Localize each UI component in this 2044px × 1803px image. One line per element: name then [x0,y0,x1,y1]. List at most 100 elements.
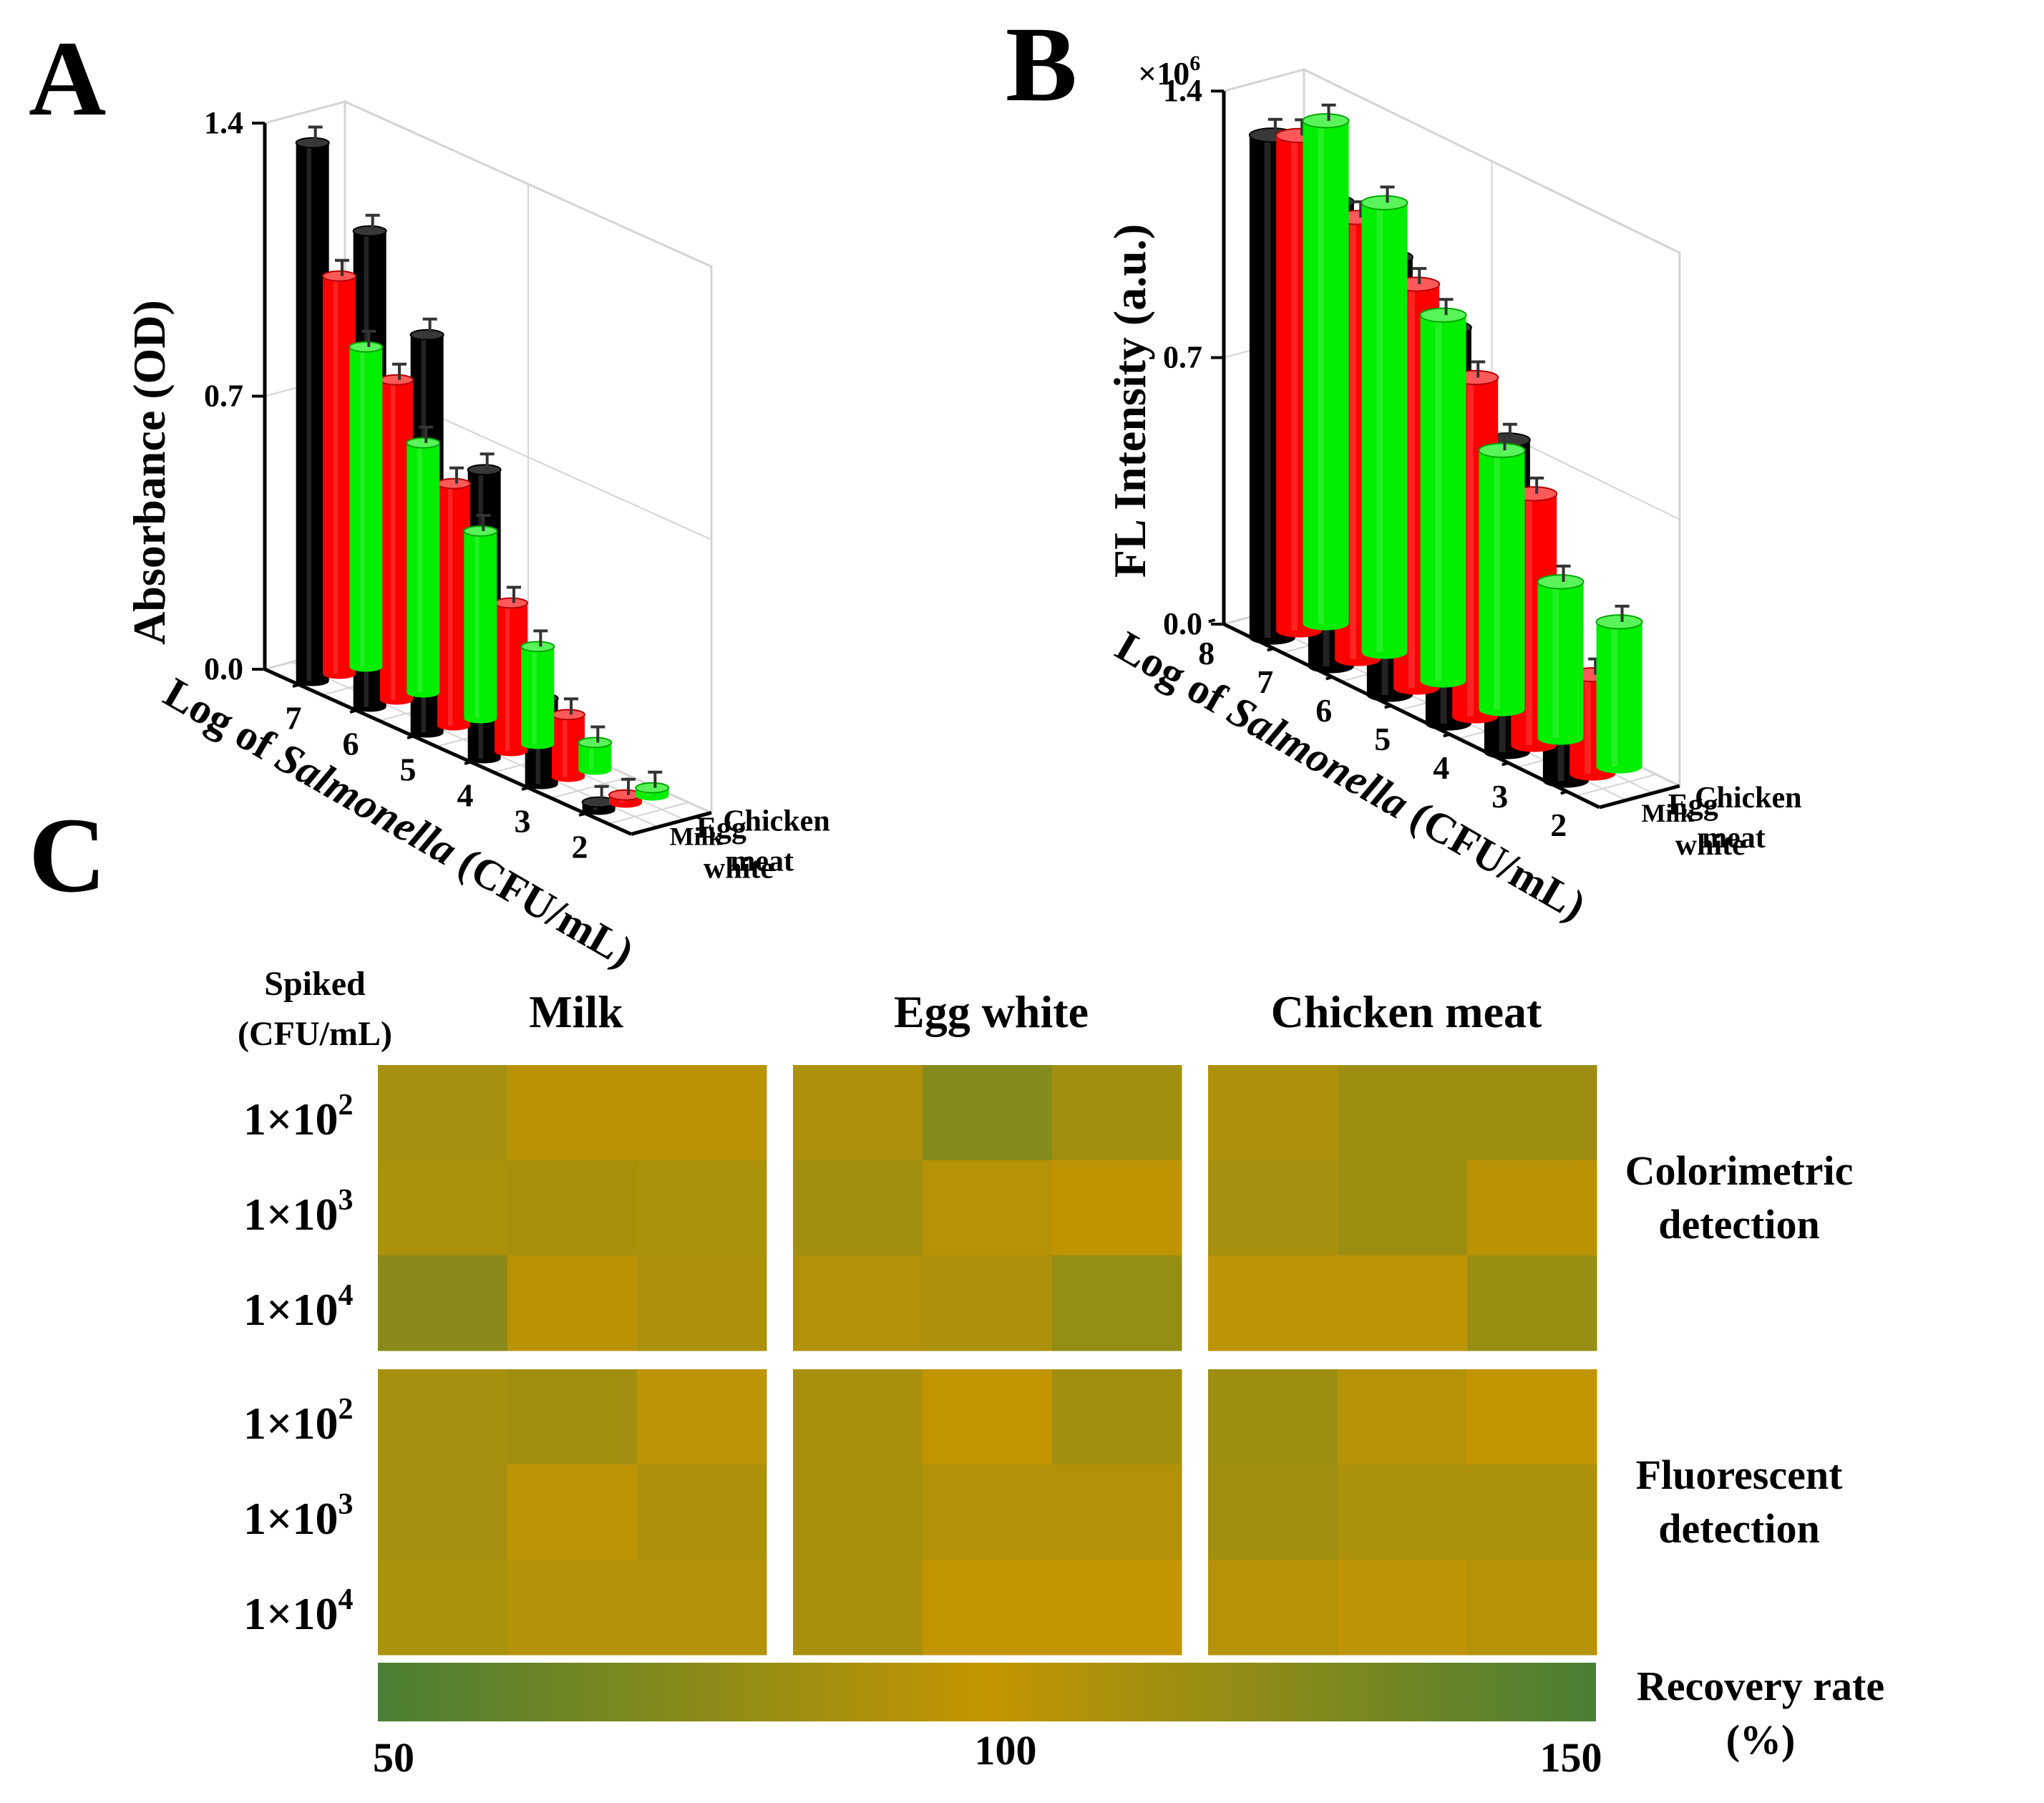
x-tick [521,786,529,791]
bar [406,425,441,698]
bar-highlight [1526,493,1532,745]
heatmap-cell [1052,1464,1182,1560]
x-tick-label: 2 [572,829,588,865]
heatmap-cell [378,1464,508,1560]
heatmap-cell [923,1464,1053,1560]
bar-top [1595,614,1643,630]
group-label-colorimetric-line1: Colorimetric [1625,1147,1854,1194]
bar-top [467,464,502,476]
series-label: meat [1702,822,1766,855]
bar-body [323,276,356,679]
series-label: white [1675,829,1746,862]
heatmap-cell [1208,1369,1338,1465]
heatmap-cell [793,1369,923,1465]
y-tick-label: 0.0 [204,651,243,686]
x-tick-label: 5 [1374,721,1391,757]
bar-top [379,374,414,386]
group-label-fluorescent-line2: detection [1658,1505,1820,1552]
bar-highlight [1552,581,1559,738]
bar [1361,185,1408,659]
row-label-base: 1×10 [243,1493,338,1544]
heatmap-cell [637,1160,767,1256]
bar-highlight [1350,217,1356,659]
bar-highlight [1435,315,1442,681]
row-label-colorimetric-1e3: 1×103 [243,1184,353,1240]
bar-highlight [1291,135,1298,631]
series-label: Egg [1668,789,1718,822]
row-label-exp: 3 [338,1184,353,1217]
panel-label-c: C [29,796,106,915]
x-tick [1384,704,1392,709]
bar [295,125,330,686]
bar-highlight [562,714,568,777]
bar-body [578,742,612,775]
bar-highlight [1376,203,1383,652]
heatmap-cell [1208,1065,1338,1161]
bar [1537,564,1585,745]
heatmap-cell [1208,1464,1338,1560]
bar-top [349,341,384,353]
bar [437,466,471,731]
panel-a-bars [295,125,670,815]
series-axis-line [1599,784,1680,810]
bar-body [349,346,383,672]
heatmap-cell [1052,1369,1182,1465]
bar-top [409,329,444,341]
bar-top [1302,113,1350,129]
x-tick-label: 7 [1257,664,1273,700]
heatmap-cell [1052,1065,1182,1161]
row-label-base: 1×10 [243,1094,338,1145]
bar-body [407,442,440,698]
heatmap-cell [507,1369,638,1465]
colorbar [378,1663,1596,1721]
row-label-exp: 4 [338,1583,353,1616]
heatmap-cell [1052,1560,1182,1656]
series-label: white [704,852,774,885]
heatmap-cell [923,1369,1053,1465]
series-label: Milk [1641,799,1694,827]
bar-top [1419,307,1467,323]
row-label-fluorescent-1e3: 1×103 [243,1488,353,1544]
panel-b-multiplier-base: ×10 [1138,55,1189,92]
row-label-fluorescent-1e2: 1×102 [243,1393,353,1449]
heatmap-cell [793,1065,923,1161]
x-tick-label: 7 [286,700,302,737]
bar-highlight [360,346,365,667]
series-label: meat [730,845,794,878]
x-tick-label: 6 [1315,692,1332,729]
row-label-base: 1×10 [243,1189,338,1240]
x-tick-label: 5 [400,752,417,788]
x-tick-label: 8 [1198,635,1215,671]
heatmap-cell [1338,1255,1468,1351]
heatmap-cell [378,1369,508,1465]
bar-highlight [1408,284,1415,689]
x-tick [1443,733,1451,738]
row-label-base: 1×10 [243,1398,338,1449]
bar [1595,604,1643,774]
series-label: Chicken [723,805,829,837]
row-label-exp: 2 [338,1393,353,1426]
bar-body [437,483,470,731]
x-tick-label: 2 [1550,807,1567,843]
heatmap-column-chicken-meat: Chicken meat [1271,986,1542,1037]
bar-body [296,142,329,686]
heatmap-cell [378,1065,508,1161]
bar-highlight [1264,135,1271,638]
y-tick-label: 1.4 [1163,73,1202,108]
heatmap-cell [793,1255,923,1351]
row-label-base: 1×10 [243,1588,338,1639]
series-label: Chicken [1695,782,1801,815]
bar-body [495,603,527,757]
bar-highlight [589,742,594,770]
bar-highlight [1494,450,1501,709]
heatmap-column-milk: Milk [529,986,623,1037]
x-tick [1267,647,1275,652]
bar [1478,433,1526,716]
panel-label-b: B [1006,5,1077,124]
bar [578,725,613,775]
heatmap-cell [637,1369,767,1465]
bar-body [1537,581,1584,745]
bar [520,629,555,749]
